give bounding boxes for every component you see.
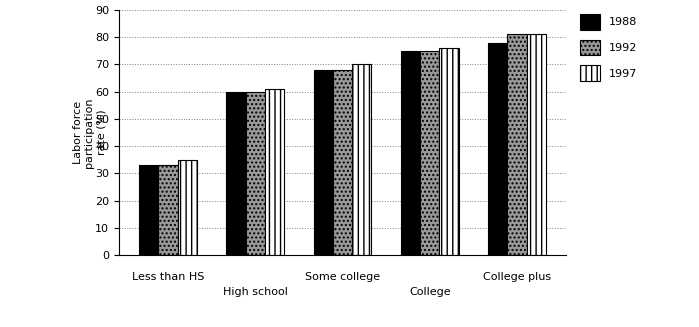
Bar — [139, 165, 159, 255]
Bar — [265, 89, 284, 255]
Bar — [314, 70, 333, 255]
Text: College: College — [409, 287, 451, 297]
Bar — [245, 92, 265, 255]
Bar — [226, 92, 245, 255]
Bar — [333, 70, 352, 255]
Bar — [178, 160, 196, 255]
Bar — [440, 48, 459, 255]
Bar — [489, 43, 507, 255]
Bar — [420, 51, 440, 255]
Bar — [401, 51, 420, 255]
Legend: 1988, 1992, 1997: 1988, 1992, 1997 — [576, 10, 640, 84]
Bar — [507, 34, 526, 255]
Bar — [159, 165, 178, 255]
Text: Some college: Some college — [305, 272, 380, 282]
Y-axis label: Labor force
participation
rate (%): Labor force participation rate (%) — [73, 97, 106, 168]
Text: College plus: College plus — [483, 272, 551, 282]
Bar — [526, 34, 546, 255]
Text: High school: High school — [223, 287, 288, 297]
Bar — [352, 64, 371, 255]
Text: Less than HS: Less than HS — [132, 272, 204, 282]
